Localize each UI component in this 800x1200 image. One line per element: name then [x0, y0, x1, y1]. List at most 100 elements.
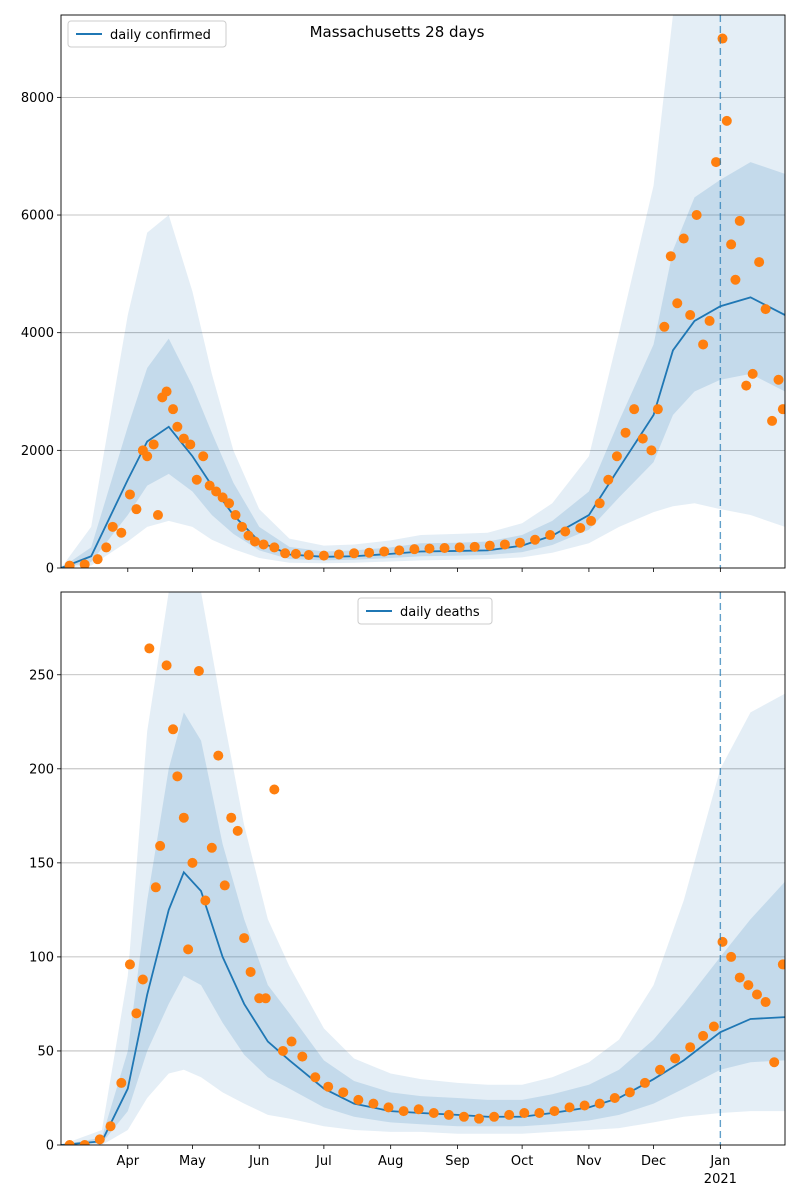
- observed-point: [704, 315, 715, 326]
- observed-point: [530, 534, 541, 545]
- observed-point: [79, 559, 90, 568]
- y-tick-label: 50: [37, 1044, 54, 1059]
- observed-point: [670, 1053, 681, 1064]
- observed-point: [708, 1021, 719, 1032]
- plot-area: [61, 15, 785, 568]
- legend-label: daily deaths: [400, 605, 480, 620]
- x-tick-label: May: [179, 1154, 206, 1169]
- observed-point: [691, 210, 702, 221]
- y-tick-label: 250: [29, 668, 54, 683]
- observed-point: [743, 980, 754, 991]
- observed-point: [726, 239, 737, 250]
- observed-point: [594, 1098, 605, 1109]
- observed-point: [168, 404, 179, 415]
- observed-point: [290, 548, 301, 559]
- observed-point: [323, 1081, 334, 1092]
- observed-point: [239, 933, 250, 944]
- observed-point: [148, 439, 159, 450]
- observed-point: [204, 480, 215, 491]
- legend-label: daily confirmed: [110, 28, 211, 43]
- observed-point: [338, 1087, 349, 1098]
- observed-point: [383, 1102, 394, 1113]
- observed-point: [116, 527, 127, 538]
- observed-point: [534, 1108, 545, 1119]
- observed-point: [303, 550, 314, 561]
- observed-point: [297, 1051, 308, 1062]
- observed-point: [413, 1104, 424, 1115]
- observed-point: [711, 157, 722, 168]
- x-year-label: 2021: [704, 1172, 737, 1187]
- observed-point: [101, 542, 112, 553]
- observed-point: [609, 1092, 620, 1103]
- observed-point: [64, 1140, 75, 1145]
- observed-point: [760, 997, 771, 1008]
- observed-point: [92, 554, 103, 565]
- observed-point: [269, 542, 280, 553]
- observed-point: [152, 510, 163, 521]
- observed-point: [685, 310, 696, 321]
- observed-point: [172, 421, 183, 432]
- observed-point: [458, 1111, 469, 1122]
- y-tick-label: 150: [29, 856, 54, 871]
- observed-point: [193, 666, 204, 676]
- observed-point: [144, 643, 155, 654]
- cases-panel: 0 2000 4000 6000 8000 daily confirmed: [21, 14, 786, 577]
- observed-point: [484, 540, 495, 551]
- observed-point: [564, 1102, 575, 1113]
- observed-point: [751, 989, 762, 1000]
- observed-point: [652, 404, 663, 415]
- observed-point: [454, 542, 465, 553]
- observed-point: [185, 439, 196, 450]
- observed-point: [116, 1077, 127, 1088]
- observed-point: [579, 1100, 590, 1111]
- observed-point: [286, 1036, 297, 1047]
- observed-point: [545, 530, 556, 541]
- observed-point: [198, 451, 209, 462]
- observed-point: [489, 1111, 500, 1122]
- observed-point: [280, 548, 291, 559]
- observed-point: [150, 882, 161, 893]
- x-tick-label: Jan: [709, 1154, 730, 1169]
- confidence-band-inner: [61, 162, 785, 568]
- axes-frame: [60, 591, 786, 1146]
- observed-point: [769, 1057, 780, 1068]
- observed-point: [183, 944, 194, 955]
- observed-point: [639, 1077, 650, 1088]
- observed-point: [721, 115, 732, 126]
- observed-point: [124, 489, 135, 500]
- confidence-band-inner: [61, 712, 785, 1145]
- observed-point: [155, 840, 166, 851]
- observed-point: [191, 474, 202, 485]
- observed-point: [245, 966, 256, 977]
- plot-area: [61, 592, 785, 1145]
- observed-point: [249, 536, 260, 547]
- y-tick-label: 0: [46, 562, 54, 577]
- observed-point: [672, 298, 683, 309]
- observed-point: [131, 504, 142, 515]
- model-mean-line: [61, 296, 785, 568]
- observed-point: [333, 549, 344, 560]
- observed-point: [269, 784, 280, 795]
- observed-point: [137, 974, 148, 985]
- observed-point: [200, 895, 211, 906]
- deaths-panel: 0 50 100 150 200 250 Apr May Jun Jul Aug Sep Oct Nov D…: [29, 591, 786, 1187]
- axes-frame: [60, 14, 786, 569]
- legend-box: [357, 597, 493, 625]
- observed-point: [747, 368, 758, 379]
- observed-point: [353, 1094, 364, 1105]
- observed-point: [624, 1087, 635, 1098]
- observed-point: [107, 521, 118, 532]
- observed-point: [64, 560, 75, 568]
- observed-point: [560, 526, 571, 537]
- observed-point: [611, 451, 622, 462]
- observed-point: [310, 1072, 321, 1083]
- observed-point: [646, 445, 657, 456]
- y-tick-label: 2000: [21, 444, 54, 459]
- x-tick-label: Aug: [378, 1154, 403, 1169]
- observed-point: [178, 812, 189, 823]
- x-tick-label: Dec: [641, 1154, 666, 1169]
- observed-point: [637, 433, 648, 444]
- y-tick-label: 6000: [21, 209, 54, 224]
- observed-point: [698, 1030, 709, 1041]
- observed-point: [741, 380, 752, 391]
